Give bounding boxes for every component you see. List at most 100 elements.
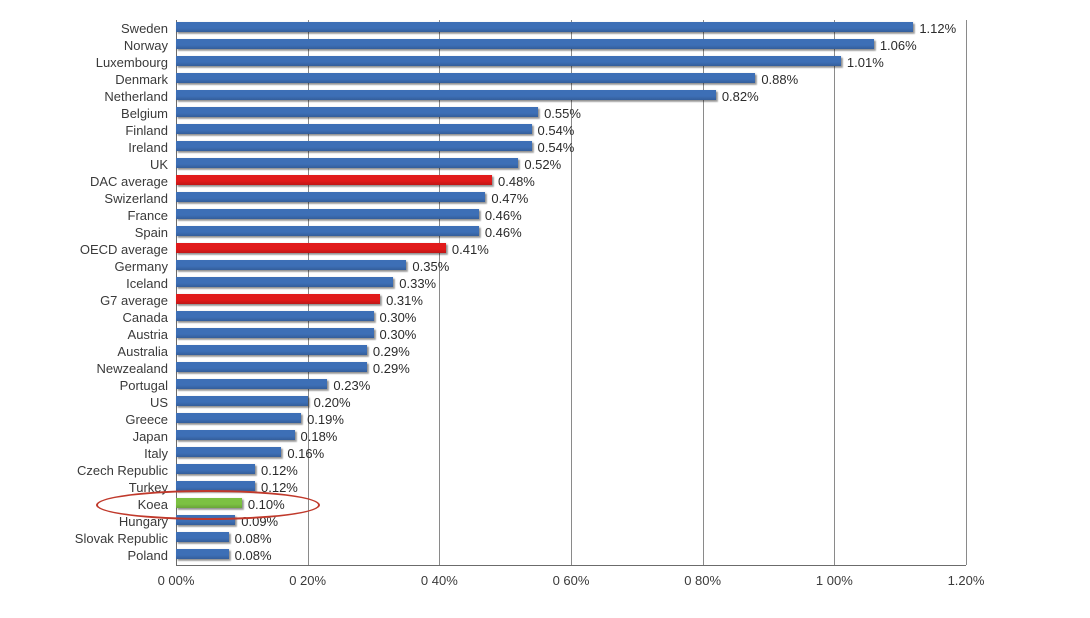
category-label: Slovak Republic: [2, 531, 168, 546]
category-label: Netherland: [2, 89, 168, 104]
category-label: France: [2, 208, 168, 223]
category-label: Denmark: [2, 72, 168, 87]
bar-value-label: 0.29%: [373, 361, 410, 376]
bar: [176, 311, 374, 321]
bar: [176, 430, 295, 440]
bar: [176, 158, 518, 168]
bar-row: 0.35%: [176, 260, 966, 270]
bar-row: 0.08%: [176, 532, 966, 542]
category-label: Ireland: [2, 140, 168, 155]
bar: [176, 277, 393, 287]
bar: [176, 549, 229, 559]
bar: [176, 73, 755, 83]
category-label: Portugal: [2, 378, 168, 393]
x-tick-label: 0 40%: [399, 573, 479, 588]
bar-row: 0.88%: [176, 73, 966, 83]
bar-value-label: 0.29%: [373, 344, 410, 359]
bar: [176, 464, 255, 474]
bar-row: 0.48%: [176, 175, 966, 185]
bar-value-label: 1.06%: [880, 38, 917, 53]
bar: [176, 515, 235, 525]
bar: [176, 107, 538, 117]
category-label: OECD average: [2, 242, 168, 257]
bar-value-label: 0.54%: [538, 123, 575, 138]
category-label: Newzealand: [2, 361, 168, 376]
bar-value-label: 0.09%: [241, 514, 278, 529]
category-label: DAC average: [2, 174, 168, 189]
bar-row: 1.12%: [176, 22, 966, 32]
bar-row: 0.12%: [176, 481, 966, 491]
bar: [176, 498, 242, 508]
bar: [176, 141, 532, 151]
bar-row: 0.47%: [176, 192, 966, 202]
category-label: Norway: [2, 38, 168, 53]
bar-value-label: 0.30%: [380, 310, 417, 325]
category-label: Canada: [2, 310, 168, 325]
bar-row: 0.10%: [176, 498, 966, 508]
category-label: Germany: [2, 259, 168, 274]
bar: [176, 192, 485, 202]
bar-row: 1.01%: [176, 56, 966, 66]
bar-value-label: 0.23%: [333, 378, 370, 393]
x-tick-label: 1 00%: [794, 573, 874, 588]
bar: [176, 328, 374, 338]
grid-line: [966, 20, 967, 565]
bar-value-label: 0.18%: [301, 429, 338, 444]
bar-row: 0.23%: [176, 379, 966, 389]
bar-row: 0.46%: [176, 209, 966, 219]
category-label: Sweden: [2, 21, 168, 36]
bar-value-label: 0.08%: [235, 531, 272, 546]
bar: [176, 243, 446, 253]
bar: [176, 294, 380, 304]
bar-row: 0.41%: [176, 243, 966, 253]
category-label: Poland: [2, 548, 168, 563]
bar-row: 0.20%: [176, 396, 966, 406]
bar-value-label: 0.33%: [399, 276, 436, 291]
plot-area: 0 00%0 20%0 40%0 60%0 80%1 00%1.20%1.12%…: [176, 20, 966, 565]
x-tick-label: 0 00%: [136, 573, 216, 588]
bar-value-label: 0.55%: [544, 106, 581, 121]
bar-value-label: 0.41%: [452, 242, 489, 257]
bar-value-label: 1.12%: [919, 21, 956, 36]
bar: [176, 124, 532, 134]
bar-row: 0.08%: [176, 549, 966, 559]
bar-row: 0.30%: [176, 328, 966, 338]
category-label: Spain: [2, 225, 168, 240]
bar-row: 0.29%: [176, 362, 966, 372]
bar-value-label: 0.31%: [386, 293, 423, 308]
bar: [176, 413, 301, 423]
bar-value-label: 0.35%: [412, 259, 449, 274]
bar: [176, 260, 406, 270]
bar-value-label: 1.01%: [847, 55, 884, 70]
category-label: Belgium: [2, 106, 168, 121]
category-label: Koea: [2, 497, 168, 512]
bar-row: 0.52%: [176, 158, 966, 168]
x-tick-label: 0 20%: [268, 573, 348, 588]
bar-value-label: 0.88%: [761, 72, 798, 87]
bar: [176, 447, 281, 457]
bar: [176, 175, 492, 185]
category-label: Finland: [2, 123, 168, 138]
bar-value-label: 0.48%: [498, 174, 535, 189]
bar: [176, 39, 874, 49]
category-label: Swizerland: [2, 191, 168, 206]
category-label: Greece: [2, 412, 168, 427]
bar: [176, 362, 367, 372]
category-label: Turkey: [2, 480, 168, 495]
category-label: Austria: [2, 327, 168, 342]
bar-row: 1.06%: [176, 39, 966, 49]
bar-value-label: 0.20%: [314, 395, 351, 410]
oda-bar-chart: 0 00%0 20%0 40%0 60%0 80%1 00%1.20%1.12%…: [0, 0, 1090, 618]
bar-row: 0.30%: [176, 311, 966, 321]
bar-row: 0.09%: [176, 515, 966, 525]
bar-value-label: 0.82%: [722, 89, 759, 104]
bar-value-label: 0.46%: [485, 208, 522, 223]
bar-value-label: 0.12%: [261, 463, 298, 478]
category-label: Luxembourg: [2, 55, 168, 70]
bar-value-label: 0.52%: [524, 157, 561, 172]
bar: [176, 56, 841, 66]
bar-row: 0.18%: [176, 430, 966, 440]
bar-row: 0.12%: [176, 464, 966, 474]
category-label: Hungary: [2, 514, 168, 529]
bar-value-label: 0.12%: [261, 480, 298, 495]
